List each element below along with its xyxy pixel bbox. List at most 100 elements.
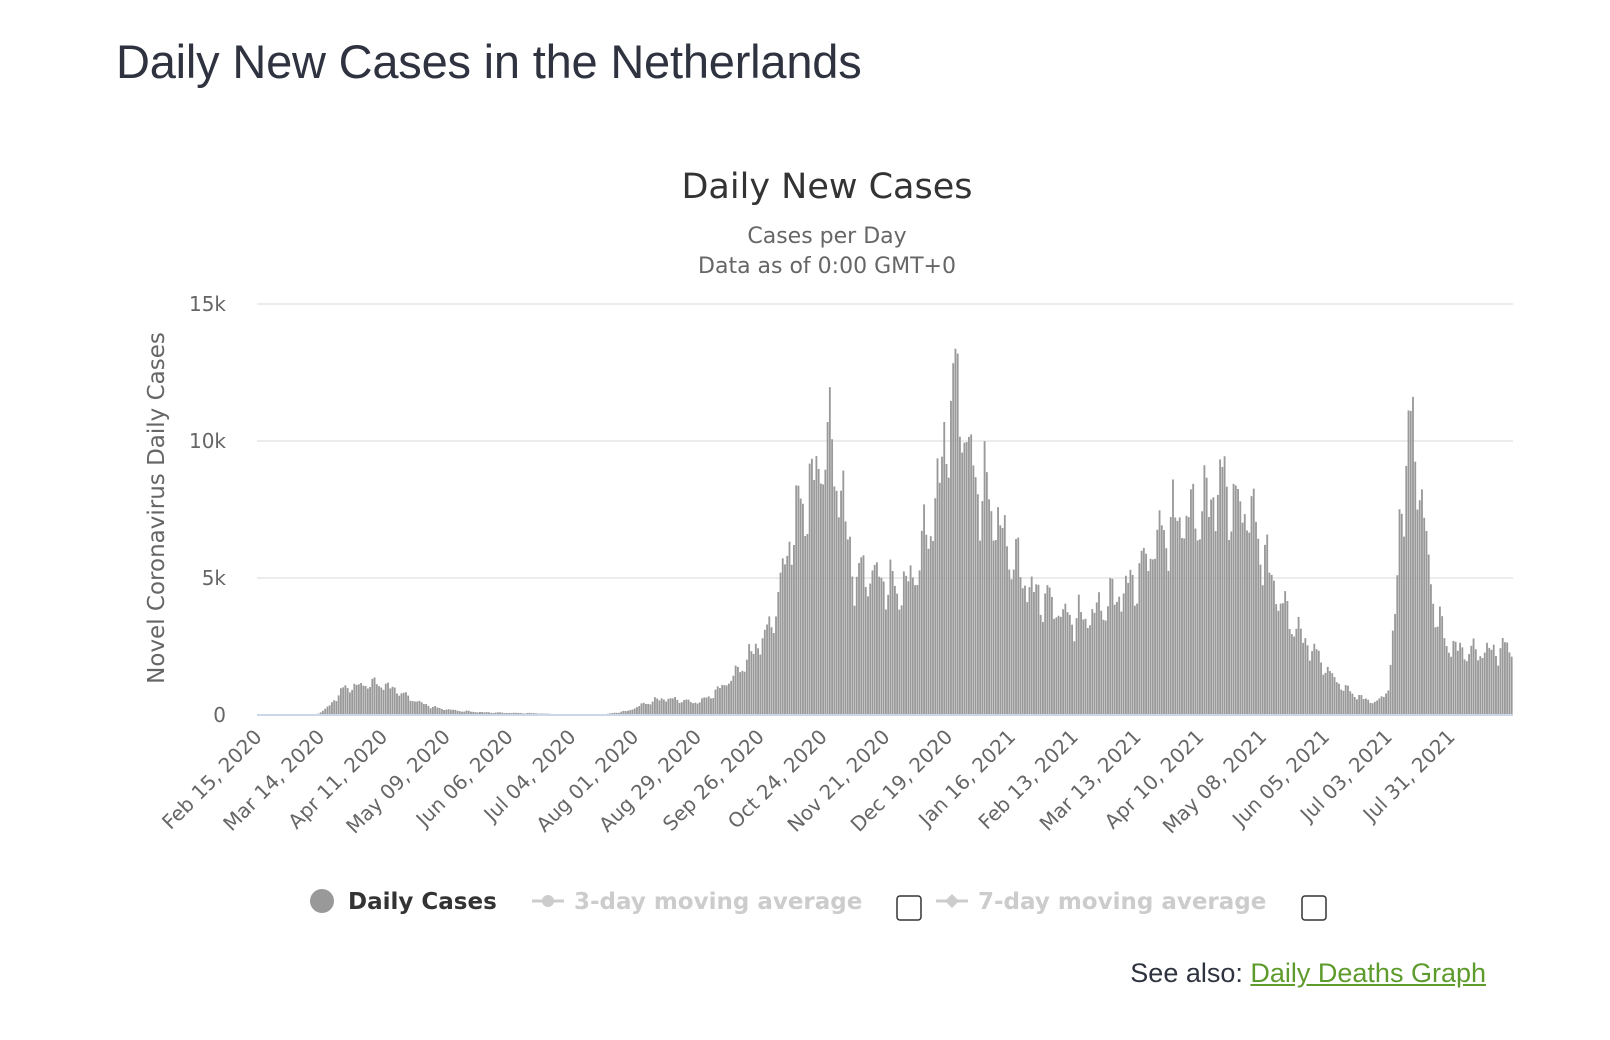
bar[interactable] bbox=[633, 708, 636, 715]
bar[interactable] bbox=[1266, 534, 1269, 715]
bar[interactable] bbox=[375, 684, 378, 715]
bar[interactable] bbox=[1062, 609, 1065, 715]
bar[interactable] bbox=[1181, 538, 1183, 715]
bar[interactable] bbox=[1169, 517, 1172, 715]
bar[interactable] bbox=[494, 712, 497, 715]
bar[interactable] bbox=[802, 503, 804, 715]
bar[interactable] bbox=[369, 687, 371, 715]
bar[interactable] bbox=[1304, 638, 1307, 715]
bar[interactable] bbox=[331, 702, 333, 715]
bar[interactable] bbox=[992, 540, 995, 715]
bar[interactable] bbox=[1073, 641, 1076, 715]
bar[interactable] bbox=[1163, 530, 1165, 715]
bar[interactable] bbox=[1172, 479, 1174, 715]
bar[interactable] bbox=[1331, 673, 1334, 715]
bar[interactable] bbox=[786, 555, 789, 715]
bar[interactable] bbox=[658, 700, 661, 715]
bar[interactable] bbox=[1129, 569, 1132, 715]
bar[interactable] bbox=[1151, 559, 1154, 715]
bar[interactable] bbox=[1427, 554, 1430, 715]
bar[interactable] bbox=[999, 525, 1002, 715]
bar[interactable] bbox=[1320, 662, 1322, 715]
bar[interactable] bbox=[1017, 537, 1020, 715]
bar[interactable] bbox=[683, 700, 685, 715]
bar[interactable] bbox=[1299, 628, 1302, 715]
bar[interactable] bbox=[719, 688, 721, 715]
bar[interactable] bbox=[1306, 645, 1309, 715]
bar[interactable] bbox=[364, 685, 367, 715]
bar[interactable] bbox=[1030, 576, 1033, 715]
bar[interactable] bbox=[1335, 682, 1338, 715]
bar[interactable] bbox=[1403, 536, 1405, 715]
bar[interactable] bbox=[1364, 698, 1367, 715]
bar[interactable] bbox=[1342, 690, 1345, 715]
bar[interactable] bbox=[627, 710, 629, 715]
bar[interactable] bbox=[1053, 618, 1056, 715]
bar[interactable] bbox=[1104, 620, 1107, 715]
bar[interactable] bbox=[716, 686, 719, 715]
bar[interactable] bbox=[618, 712, 620, 715]
bar[interactable] bbox=[387, 682, 389, 715]
bar[interactable] bbox=[1131, 574, 1134, 715]
bar[interactable] bbox=[418, 700, 421, 715]
bar[interactable] bbox=[1228, 539, 1230, 715]
bar[interactable] bbox=[1474, 649, 1477, 715]
bar[interactable] bbox=[692, 703, 694, 715]
bar[interactable] bbox=[1441, 616, 1444, 715]
bar[interactable] bbox=[909, 565, 912, 715]
bar[interactable] bbox=[474, 712, 477, 715]
bar[interactable] bbox=[629, 710, 632, 715]
bar[interactable] bbox=[1380, 696, 1383, 715]
bar[interactable] bbox=[429, 708, 432, 715]
bar[interactable] bbox=[990, 511, 993, 715]
bar[interactable] bbox=[1120, 611, 1123, 715]
bar[interactable] bbox=[1098, 592, 1100, 715]
bar[interactable] bbox=[808, 463, 811, 715]
bar[interactable] bbox=[1353, 696, 1356, 715]
bar[interactable] bbox=[898, 609, 901, 715]
bar[interactable] bbox=[651, 701, 654, 715]
bar[interactable] bbox=[707, 696, 710, 715]
bar[interactable] bbox=[337, 695, 340, 715]
bar[interactable] bbox=[640, 703, 643, 715]
bar[interactable] bbox=[770, 627, 773, 715]
bar[interactable] bbox=[759, 654, 762, 715]
bar[interactable] bbox=[1037, 584, 1040, 715]
bar[interactable] bbox=[351, 689, 354, 715]
bar[interactable] bbox=[452, 709, 454, 715]
bar[interactable] bbox=[916, 585, 919, 715]
bar[interactable] bbox=[1187, 517, 1190, 715]
bar[interactable] bbox=[1421, 489, 1423, 715]
bar[interactable] bbox=[1322, 674, 1325, 715]
bar[interactable] bbox=[373, 677, 376, 715]
bar[interactable] bbox=[793, 544, 795, 715]
bar[interactable] bbox=[476, 712, 479, 715]
7-day-average-checkbox[interactable] bbox=[1301, 895, 1327, 921]
bar[interactable] bbox=[1010, 579, 1013, 715]
bar[interactable] bbox=[902, 571, 905, 715]
bar[interactable] bbox=[1356, 699, 1358, 715]
bar[interactable] bbox=[1122, 593, 1125, 715]
bar[interactable] bbox=[1508, 652, 1511, 715]
bar[interactable] bbox=[447, 709, 450, 715]
bar[interactable] bbox=[941, 456, 943, 715]
bar[interactable] bbox=[357, 684, 360, 715]
bar[interactable] bbox=[950, 400, 952, 715]
bar[interactable] bbox=[1194, 528, 1197, 715]
bar[interactable] bbox=[490, 712, 493, 715]
bar[interactable] bbox=[893, 585, 896, 715]
bar[interactable] bbox=[851, 576, 854, 715]
bar[interactable] bbox=[1167, 570, 1170, 715]
bar[interactable] bbox=[1311, 651, 1313, 715]
bar[interactable] bbox=[620, 711, 623, 715]
bar[interactable] bbox=[961, 452, 964, 715]
bar[interactable] bbox=[501, 712, 504, 715]
bar[interactable] bbox=[1430, 584, 1432, 715]
bar[interactable] bbox=[465, 710, 468, 715]
bar[interactable] bbox=[777, 592, 780, 715]
bar[interactable] bbox=[880, 577, 883, 715]
bar[interactable] bbox=[752, 653, 755, 715]
bar[interactable] bbox=[938, 482, 941, 715]
bar[interactable] bbox=[1183, 538, 1186, 715]
bar[interactable] bbox=[645, 703, 647, 715]
